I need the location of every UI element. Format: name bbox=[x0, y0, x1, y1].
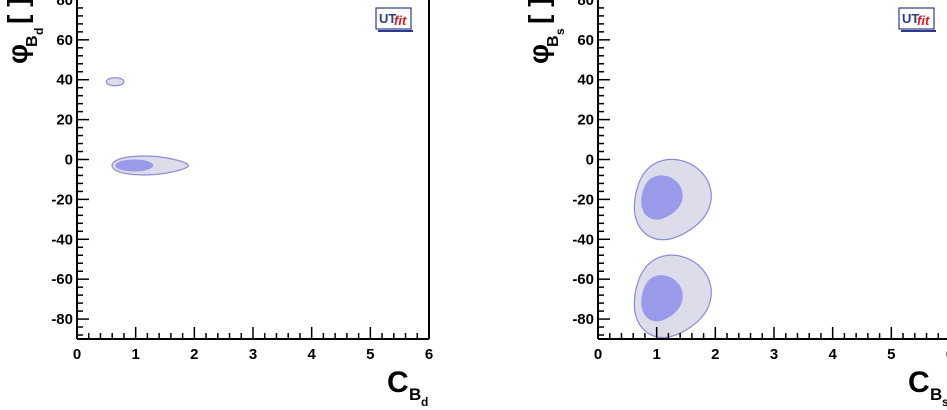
y-axis-title-unit: [ ] bbox=[523, 0, 554, 24]
x-axis-title-sub: B bbox=[930, 385, 942, 404]
x-tick-label: 0 bbox=[73, 346, 81, 363]
y-axis-title-sub: B bbox=[545, 35, 562, 47]
x-axis-title-main: C bbox=[908, 366, 930, 399]
x-tick-label: 2 bbox=[190, 346, 198, 363]
logo-text-suffix: fit bbox=[394, 13, 407, 28]
y-tick-label: 0 bbox=[65, 152, 73, 169]
x-axis-title-main: C bbox=[387, 366, 409, 399]
x-tick-label: 6 bbox=[946, 346, 947, 363]
logo-text-suffix: fit bbox=[917, 13, 930, 28]
y-axis-title-main: φ bbox=[2, 44, 33, 64]
x-tick-label: 5 bbox=[366, 346, 374, 363]
y-tick-label: -40 bbox=[572, 231, 594, 248]
y-axis-title-unit: [ ] bbox=[2, 0, 33, 24]
x-tick-label: 3 bbox=[249, 346, 257, 363]
y-tick-label: 20 bbox=[56, 112, 73, 129]
y-axis-title: φBs [ ] bbox=[523, 0, 567, 64]
y-tick-label: 80 bbox=[577, 0, 594, 9]
y-tick-label: -40 bbox=[51, 231, 73, 248]
x-tick-label: 1 bbox=[131, 346, 139, 363]
x-tick-label: 5 bbox=[887, 346, 895, 363]
y-axis-title: φBd [ ] bbox=[2, 0, 46, 64]
logo-text-prefix: UT bbox=[902, 11, 919, 26]
y-tick-label: -20 bbox=[572, 191, 594, 208]
y-axis-title-sub: B bbox=[24, 35, 41, 47]
x-axis-title-subsub: d bbox=[421, 395, 428, 409]
x-axis-title-sub: B bbox=[409, 385, 421, 404]
y-tick-label: -80 bbox=[572, 311, 594, 328]
y-tick-label: -60 bbox=[51, 271, 73, 288]
contour-region-inner bbox=[115, 159, 154, 172]
y-tick-label: 40 bbox=[56, 72, 73, 89]
logo-text-prefix: UT bbox=[379, 11, 396, 26]
x-tick-label: 1 bbox=[652, 346, 660, 363]
y-tick-label: 60 bbox=[56, 32, 73, 49]
x-tick-label: 3 bbox=[770, 346, 778, 363]
logo-frame bbox=[375, 7, 412, 30]
y-tick-label: -80 bbox=[51, 311, 73, 328]
y-tick-label: -20 bbox=[51, 191, 73, 208]
y-tick-label: 40 bbox=[577, 72, 594, 89]
contour-region-inner bbox=[641, 175, 683, 220]
x-axis-title-subsub: s bbox=[942, 395, 947, 409]
logo-frame bbox=[898, 7, 935, 30]
x-tick-label: 0 bbox=[594, 346, 602, 363]
y-tick-label: 0 bbox=[586, 152, 594, 169]
x-tick-label: 2 bbox=[711, 346, 719, 363]
x-tick-label: 4 bbox=[307, 346, 316, 363]
contour-region-inner bbox=[641, 275, 683, 322]
y-axis-title-subsub: d bbox=[32, 28, 46, 35]
x-tick-label: 4 bbox=[828, 346, 837, 363]
x-tick-label: 6 bbox=[425, 346, 433, 363]
y-tick-label: -60 bbox=[572, 271, 594, 288]
y-tick-label: 60 bbox=[577, 32, 594, 49]
y-tick-label: 80 bbox=[56, 0, 73, 9]
contour-region-outer bbox=[105, 77, 125, 87]
y-axis-title-subsub: s bbox=[553, 28, 567, 35]
y-tick-label: 20 bbox=[577, 112, 594, 129]
y-axis-title-main: φ bbox=[523, 44, 554, 64]
